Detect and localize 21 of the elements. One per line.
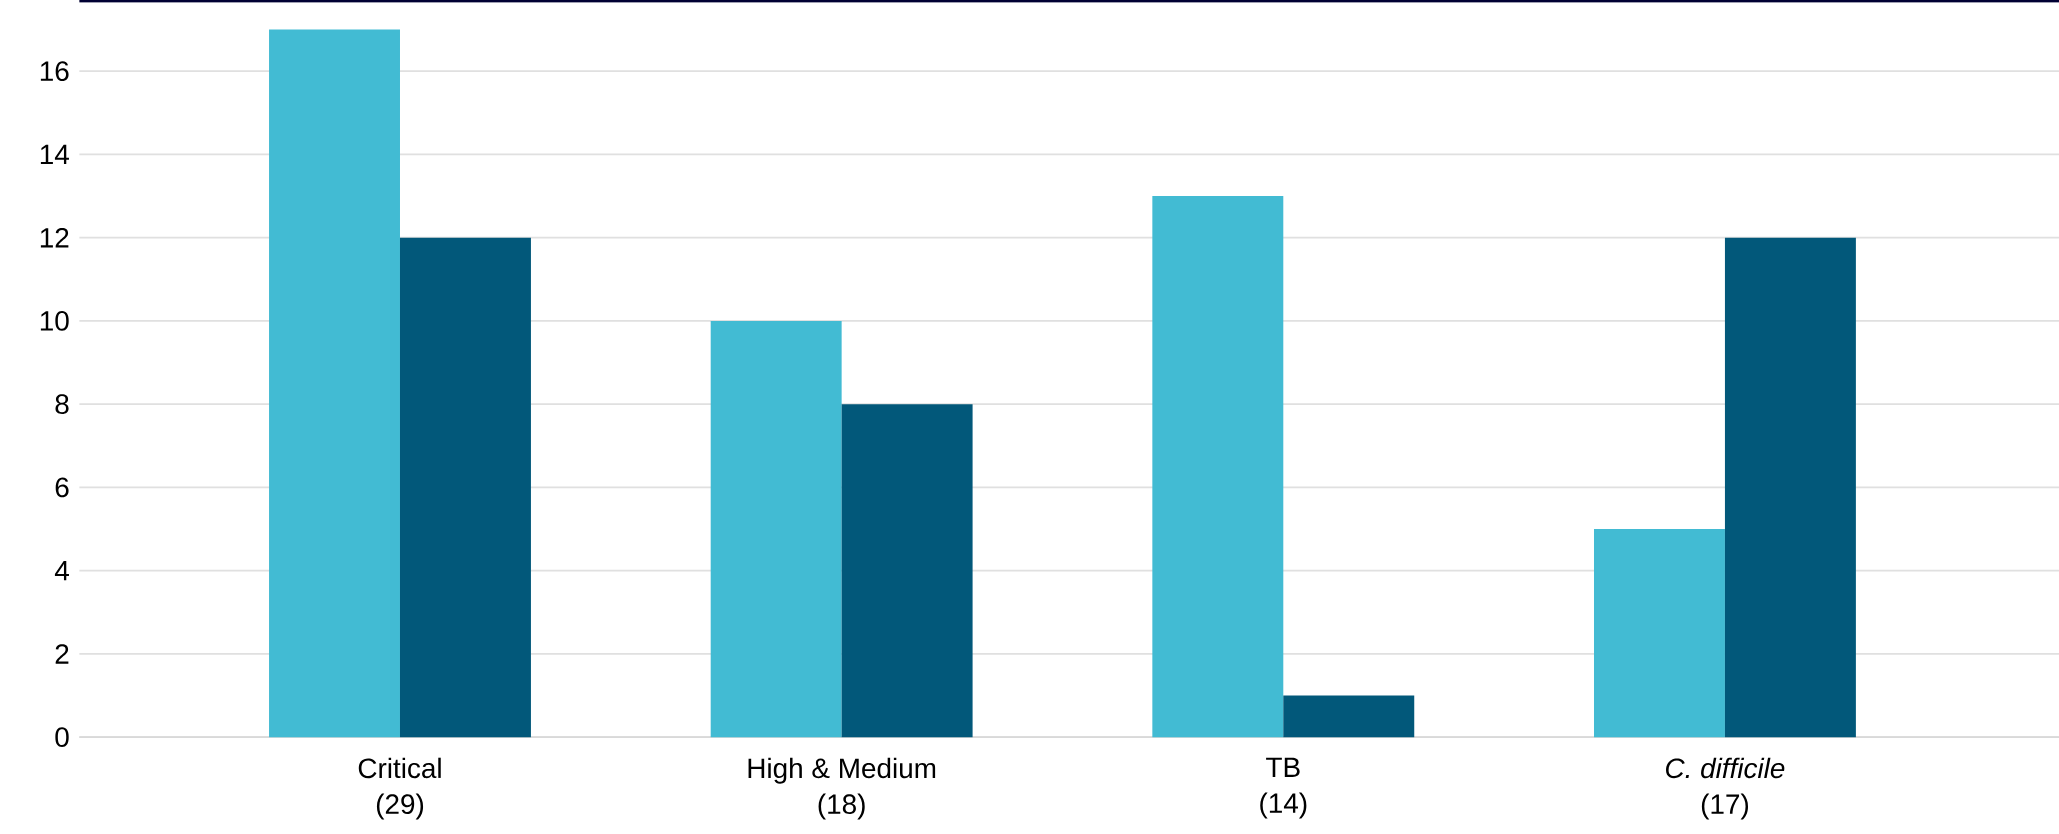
y-tick-label: 8 [55, 394, 69, 415]
x-tick-label: High & Medium (18) [748, 757, 936, 820]
bar [269, 29, 400, 738]
bar [399, 237, 531, 738]
y-tick-label: 4 [54, 561, 69, 581]
y-tick-label: 0 [55, 727, 69, 748]
bar [710, 320, 842, 738]
y-tick-label: 16 [40, 61, 69, 82]
bar [1152, 196, 1284, 738]
bar [1724, 237, 1856, 738]
x-tick-label: C. difficile (17) [1666, 757, 1785, 820]
bar [841, 404, 973, 738]
x-tick-label: Critical (29) [358, 757, 441, 820]
bar [1593, 529, 1725, 738]
y-tick-label: 14 [40, 144, 69, 164]
y-tick-label: 12 [40, 227, 69, 248]
y-tick-label: 6 [55, 477, 69, 498]
y-tick-label: 10 [40, 311, 69, 331]
y-tick-label: 2 [55, 644, 69, 664]
x-tick-label: TB (14) [1260, 757, 1307, 819]
bar [1283, 695, 1415, 738]
